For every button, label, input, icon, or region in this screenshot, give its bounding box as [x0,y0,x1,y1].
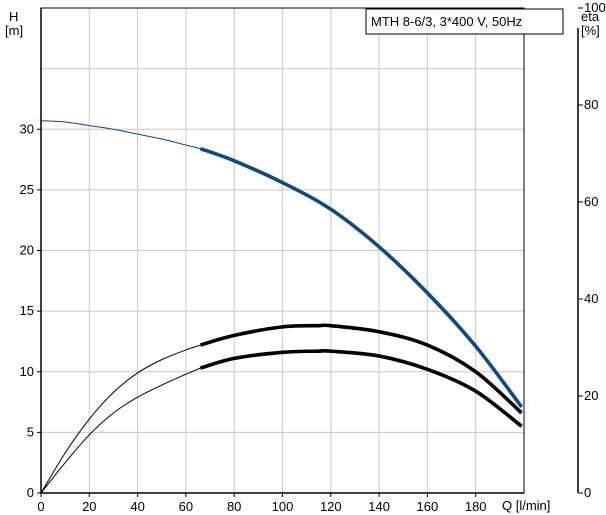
y-left-tick-label-10: 10 [20,364,34,379]
x-tick-label-20: 20 [82,499,96,514]
y-right-title-line1: eta [581,9,600,24]
y-right-tick-label-80: 80 [584,97,598,112]
curve-1-thick [199,146,524,408]
x-tick-label-80: 80 [227,499,241,514]
y-right-tick-label-20: 20 [584,388,598,403]
curve-2-thin [40,344,201,494]
y-right-tick-label-0: 0 [584,485,591,500]
y-left-title-line2: [m] [5,23,23,38]
y-left-tick-label-15: 15 [20,303,34,318]
x-tick-label-40: 40 [130,499,144,514]
y-left-tick-label-20: 20 [20,243,34,258]
curve-2-thick [199,323,523,415]
y-right-tick-label-100: 100 [584,0,606,15]
ticks: 0 20 40 60 80 100 120 140 160 180 0 5 10 15 20 25 30 0 20 4… [20,0,606,514]
x-tick-label-140: 140 [368,499,390,514]
x-tick-label-100: 100 [272,499,294,514]
y-right-tick-label-40: 40 [584,291,598,306]
y-left-tick-label-5: 5 [27,424,34,439]
y-left-title-line1: H [9,9,18,24]
x-tick-label-60: 60 [179,499,193,514]
legend-text: MTH 8-6/3, 3*400 V, 50Hz [371,14,522,29]
x-tick-label-0: 0 [37,499,44,514]
y-right-tick-label-60: 60 [584,194,598,209]
curve-3-thick [199,348,523,428]
curve-1-thin [40,120,201,150]
y-right-title-line2: [%] [581,23,600,38]
legend-box: MTH 8-6/3, 3*400 V, 50Hz [365,8,564,35]
x-tick-label-160: 160 [417,499,439,514]
curve-3-thin [40,367,201,494]
x-tick-label-180: 180 [465,499,487,514]
y-left-tick-label-25: 25 [20,182,34,197]
y-left-tick-label-0: 0 [27,485,34,500]
y-left-tick-label-30: 30 [20,121,34,136]
grid [40,7,525,494]
x-tick-label-120: 120 [320,499,342,514]
legend-frame [365,8,564,35]
curves [40,120,524,494]
x-axis-title: Q [l/min] [502,498,550,513]
